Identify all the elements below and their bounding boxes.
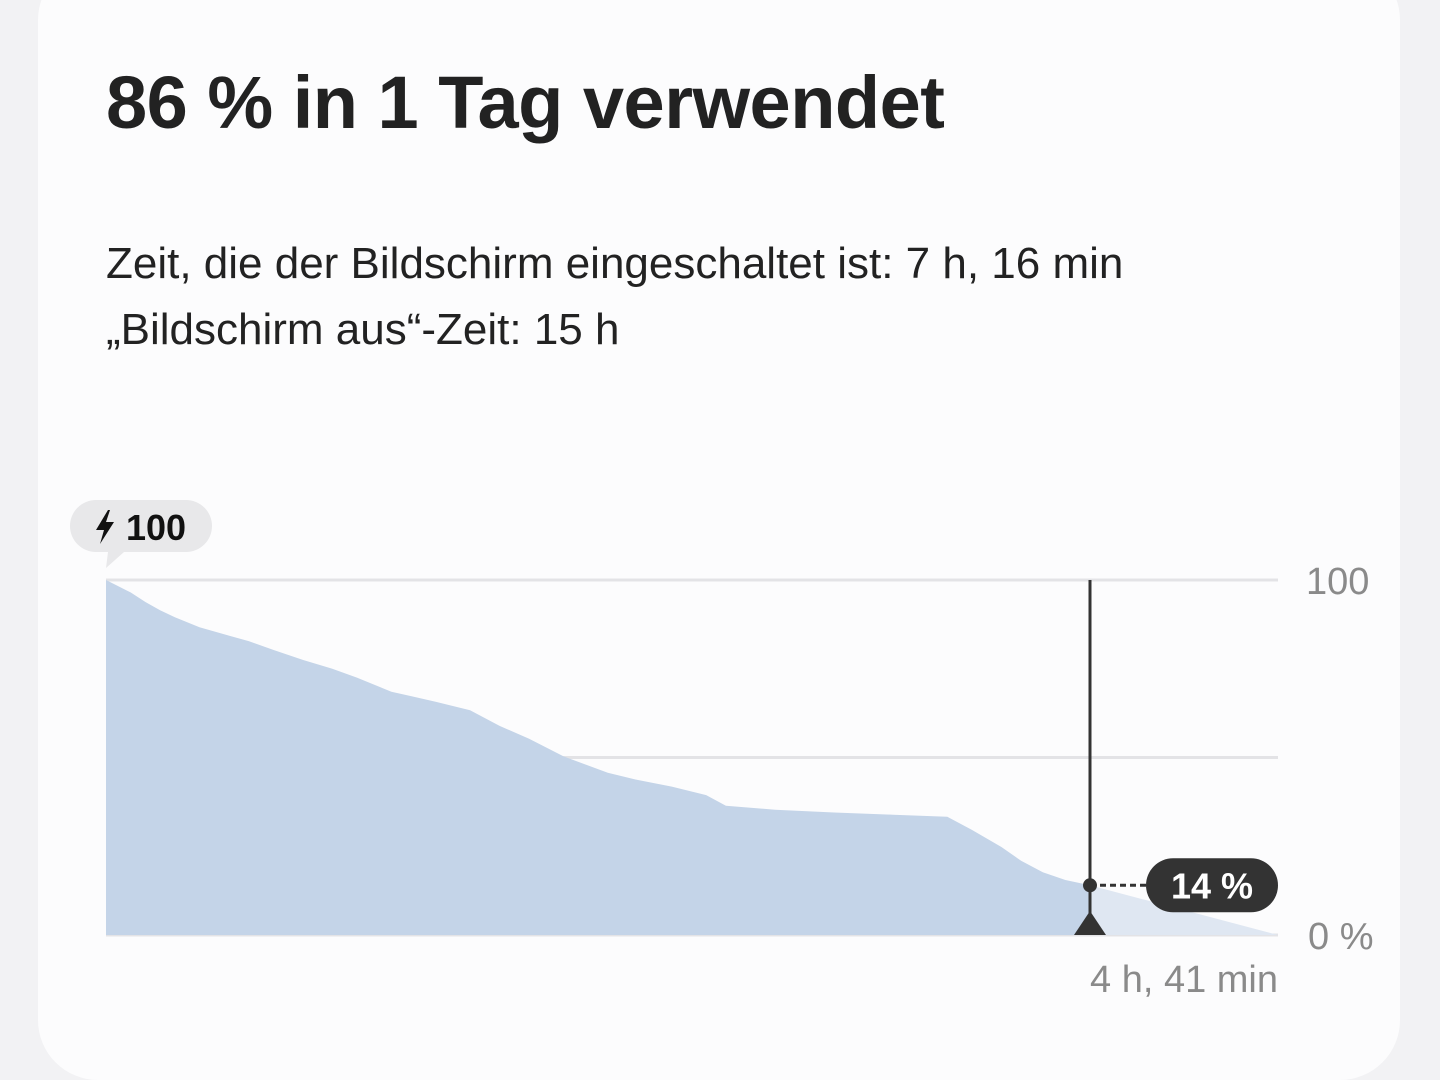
screen-on-time: Zeit, die der Bildschirm eingeschaltet i… xyxy=(106,239,1124,288)
current-value-pill-background xyxy=(1146,858,1278,913)
screen-off-time: „Bildschirm aus“-Zeit: 15 h xyxy=(106,305,620,354)
y-tick-label-0: 0 % xyxy=(1308,916,1373,958)
battery-level-chart[interactable]: 100 14 % 100 0 % 4 h, 41 min xyxy=(0,0,1440,1034)
start-badge: 100 xyxy=(70,500,212,568)
battery-level-area xyxy=(106,580,1090,935)
y-tick-label-100: 100 xyxy=(1306,561,1369,603)
page-title: 86 % in 1 Tag verwendet xyxy=(106,61,945,144)
current-value-label: 14 % xyxy=(1171,865,1253,906)
lightning-bolt-icon xyxy=(96,510,114,544)
triangle-up-icon[interactable] xyxy=(1074,911,1106,935)
current-value-pill: 14 % xyxy=(1146,858,1278,913)
start-badge-label: 100 xyxy=(126,507,186,548)
current-value-dot xyxy=(1083,878,1097,893)
time-remaining-label: 4 h, 41 min xyxy=(1090,959,1278,1001)
